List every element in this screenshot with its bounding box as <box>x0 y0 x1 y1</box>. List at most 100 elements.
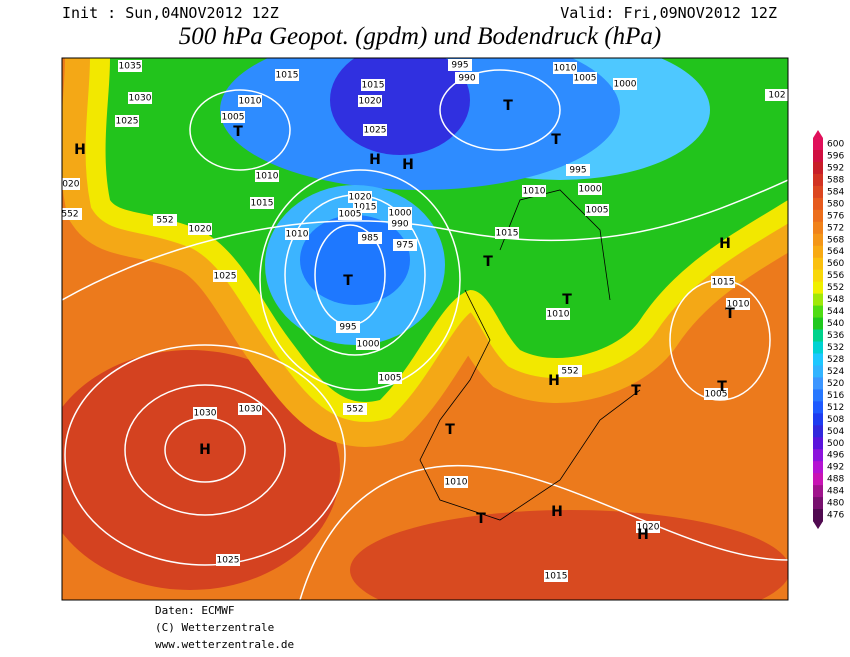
isobar-label-box <box>578 183 602 195</box>
scale-label: 596 <box>827 151 844 161</box>
isobar-label: 552 <box>346 405 363 415</box>
isobar-label-box <box>188 223 212 235</box>
isobar-label-box <box>726 298 750 310</box>
isobar-label: 985 <box>361 234 378 244</box>
isobar-label-box <box>343 403 367 415</box>
scale-label: 484 <box>827 487 844 497</box>
scale-swatch <box>813 365 823 378</box>
scale-label: 504 <box>827 427 844 437</box>
scale-swatch <box>813 293 823 307</box>
isobar-label: 1015 <box>496 229 519 239</box>
scale-swatch <box>813 401 823 414</box>
isobar-label-box <box>585 204 609 216</box>
isobar-label-box <box>361 79 385 91</box>
isobar-label-box <box>285 228 309 240</box>
isobar-label: 1000 <box>357 340 380 350</box>
isobar-label-box <box>613 78 637 90</box>
isobar-label-box <box>356 338 380 350</box>
isobar-label-box <box>115 115 139 127</box>
isobar-label: 1000 <box>579 185 602 195</box>
isobar-label-box <box>275 69 299 81</box>
map-title: 500 hPa Geopot. (gpdm) und Bodendruck (h… <box>179 23 662 50</box>
scale-swatch <box>813 449 823 462</box>
isobar-label: 102 <box>768 91 785 101</box>
isobar-label: 1015 <box>362 81 385 91</box>
isobar-label: 1035 <box>119 62 142 72</box>
scale-swatch <box>813 473 823 486</box>
isobar-label: 990 <box>391 220 408 230</box>
scale-label: 564 <box>827 247 844 257</box>
isobar-label: 1025 <box>364 126 387 136</box>
isobar-label: 1020 <box>189 225 212 235</box>
scale-swatch <box>813 245 823 259</box>
scale-swatch <box>813 353 823 366</box>
isobar-label: 1000 <box>614 80 637 90</box>
isobar-label: 990 <box>458 74 475 84</box>
isobar-label-box <box>221 111 245 123</box>
scale-label: 588 <box>827 175 844 185</box>
valid-time: Valid: Fri,09NOV2012 12Z <box>560 4 777 22</box>
scale-label: 532 <box>827 343 844 353</box>
scale-label: 496 <box>827 451 844 461</box>
isobar-label-box <box>765 89 788 101</box>
pressure-center: T <box>483 254 493 270</box>
isobar-label: 1005 <box>339 210 362 220</box>
footer-line: (C) Wetterzentrale <box>155 621 274 634</box>
scale-label: 516 <box>827 391 844 401</box>
isobar-label: 1005 <box>222 113 245 123</box>
pressure-center: T <box>725 306 735 322</box>
pressure-center: T <box>562 292 572 308</box>
scale-label: 500 <box>827 439 844 449</box>
pressure-center: H <box>369 152 381 168</box>
pressure-center: H <box>402 157 414 173</box>
init-time: Init : Sun,04NOV2012 12Z <box>62 4 279 22</box>
scale-swatch <box>813 413 823 426</box>
scale-label: 576 <box>827 211 844 221</box>
isobar-label-box <box>336 321 360 333</box>
pressure-center: T <box>631 383 641 399</box>
isobar-label: 1025 <box>214 272 237 282</box>
isobar-label: 995 <box>451 61 468 71</box>
isobar-label-box <box>363 124 387 136</box>
scale-swatch <box>813 305 823 319</box>
isobar-label: 1010 <box>523 187 546 197</box>
isobar-label-box <box>553 62 577 74</box>
scale-label: 544 <box>827 307 844 317</box>
isobar-label-box <box>216 554 240 566</box>
pressure-center: H <box>551 504 563 520</box>
isobar-label-box <box>193 407 217 419</box>
scale-label: 572 <box>827 223 844 233</box>
isobar-label: 1010 <box>256 172 279 182</box>
scale-swatch <box>813 209 823 223</box>
isobar-label: 1005 <box>705 390 728 400</box>
pressure-center: T <box>445 422 455 438</box>
isobar-label: 1010 <box>445 478 468 488</box>
scale-swatch <box>813 257 823 271</box>
isobar-label: 1025 <box>116 117 139 127</box>
isobar-label-box <box>704 388 728 400</box>
isobar-label: 995 <box>569 166 586 176</box>
isobar-label: 1010 <box>547 310 570 320</box>
scale-label: 508 <box>827 415 844 425</box>
high-pressure-area <box>62 350 340 590</box>
isobar-label-box <box>388 207 412 219</box>
isobar-label-box <box>448 59 472 71</box>
scale-swatch <box>813 149 823 163</box>
scale-label: 568 <box>827 235 844 245</box>
isobar-label-box <box>636 521 660 533</box>
scale-label: 524 <box>827 367 844 377</box>
isobar-label: 1025 <box>217 556 240 566</box>
scale-label: 584 <box>827 187 844 197</box>
isobar-label-box <box>393 239 417 251</box>
scale-swatch <box>813 161 823 175</box>
isobar-label-box <box>255 170 279 182</box>
scale-label: 476 <box>827 511 844 521</box>
scale-swatch <box>813 221 823 235</box>
scale-swatch <box>813 185 823 199</box>
isobar-label-box <box>250 197 274 209</box>
isobar-label: 1020 <box>637 523 660 533</box>
isobar-label: 1015 <box>276 71 299 81</box>
isobar-label: 1015 <box>712 278 735 288</box>
isobar-label: 975 <box>396 241 413 251</box>
isobar-label: 1020 <box>359 97 382 107</box>
